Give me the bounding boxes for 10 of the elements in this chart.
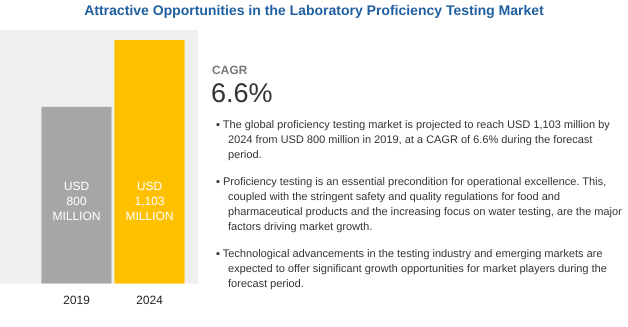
text: Attractive Opportunities in the Laboratory Proficiency Testing Market (83, 2, 545, 18)
text: CAGR (212, 63, 248, 77)
x-tick-label: 2024 (136, 293, 164, 308)
text: ▪ Proficiency testing is an essential precondition for operational excellence. This, coupled with the stringent safety and quality regulations for food and pharmaceutical products and the increasing focus on water testing, are the major factors driving market growth. (216, 175, 623, 235)
text: ▪ Technological advancements in the testing industry and emerging markets are expected to offer significant growth opportunities for market players during the forecast period. (216, 247, 608, 292)
data-label: USD 800 MILLION (52, 178, 101, 223)
text: ▪ The global proficiency testing market is projected to reach USD 1,103 million by 2024 from USD 800 million in 2019, at a CAGR of 6.6% during the forecast period. (216, 118, 611, 163)
data-label: USD 1,103 MILLION (125, 178, 174, 223)
x-tick-label: 2019 (63, 293, 90, 308)
text: 6.6% (211, 78, 273, 109)
